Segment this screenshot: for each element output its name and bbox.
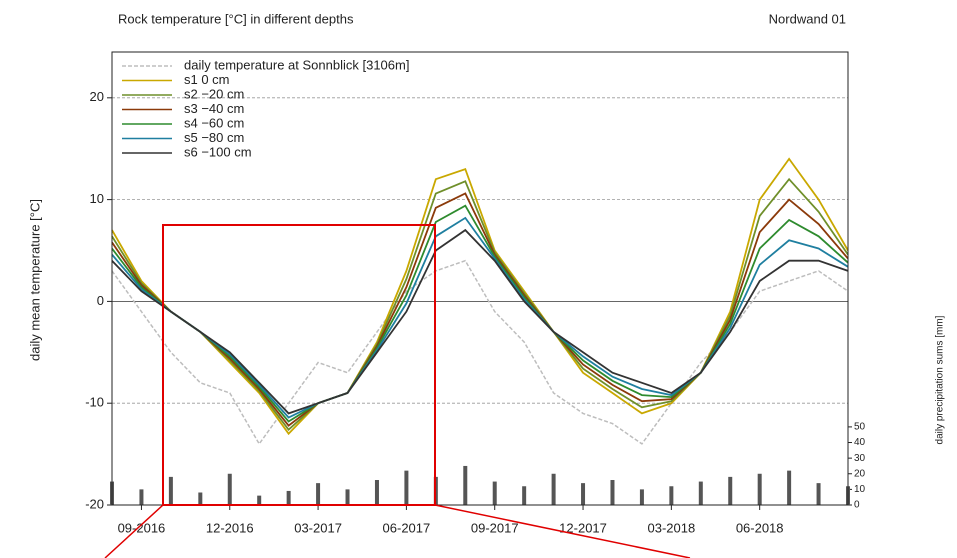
precipitation-bar bbox=[404, 470, 409, 505]
precipitation-bar bbox=[698, 481, 703, 505]
precipitation-bar bbox=[639, 489, 644, 505]
precipitation-bar bbox=[198, 492, 203, 505]
temperature-line bbox=[111, 177, 849, 432]
precipitation-bar bbox=[522, 486, 527, 505]
temperature-line bbox=[111, 157, 849, 436]
legend-label: s5 −80 cm bbox=[184, 130, 244, 145]
precipitation-bar bbox=[227, 473, 232, 505]
y2-axis-label: daily precipitation sums [mm] bbox=[935, 315, 946, 444]
y-axis-label: daily mean temperature [°C] bbox=[27, 199, 42, 361]
legend-label: daily temperature at Sonnblick [3106m] bbox=[184, 57, 409, 72]
precipitation-bar bbox=[374, 480, 379, 505]
y-tick-label: 10 bbox=[90, 191, 104, 206]
precipitation-bar bbox=[787, 470, 792, 505]
y2-tick-label: 30 bbox=[854, 453, 866, 464]
precipitation-bar bbox=[492, 481, 497, 505]
y-tick-label: 0 bbox=[97, 293, 104, 308]
y2-tick-label: 10 bbox=[854, 484, 866, 495]
x-tick-label: 09-2016 bbox=[118, 520, 166, 535]
y-tick-label: -10 bbox=[85, 395, 104, 410]
precipitation-bar bbox=[345, 489, 350, 505]
legend-label: s3 −40 cm bbox=[184, 101, 244, 116]
legend-label: s6 −100 cm bbox=[184, 144, 252, 159]
x-tick-label: 09-2017 bbox=[471, 520, 519, 535]
y2-tick-label: 50 bbox=[854, 422, 866, 433]
y2-tick-label: 40 bbox=[854, 437, 866, 448]
precipitation-bar bbox=[669, 486, 674, 505]
zoom-line bbox=[104, 504, 164, 558]
y-tick-label: -20 bbox=[85, 496, 104, 511]
x-tick-label: 06-2017 bbox=[383, 520, 431, 535]
legend-label: s4 −60 cm bbox=[184, 115, 244, 130]
zoom-line bbox=[434, 504, 691, 558]
y2-tick-label: 20 bbox=[854, 468, 866, 479]
precipitation-bar bbox=[757, 473, 762, 505]
precipitation-bar bbox=[610, 480, 615, 505]
precipitation-bar bbox=[463, 465, 468, 505]
plot: -20 -10 0 10 20 0 10 20 30 40 50 09-2016 12-2016 03-2… bbox=[85, 57, 865, 535]
highlight-box bbox=[162, 224, 436, 506]
y2-tick-label: 0 bbox=[854, 500, 860, 511]
precipitation-bar bbox=[139, 489, 144, 505]
x-tick-label: 12-2016 bbox=[206, 520, 254, 535]
x-tick-label: 06-2018 bbox=[736, 520, 784, 535]
legend-label: s2 −20 cm bbox=[184, 86, 244, 101]
chart-title: Rock temperature [°C] in different depth… bbox=[118, 11, 354, 26]
precipitation-bar bbox=[581, 483, 586, 505]
chart-subtitle: Nordwand 01 bbox=[769, 11, 846, 26]
precipitation-bar bbox=[728, 476, 733, 505]
x-tick-label: 03-2018 bbox=[648, 520, 696, 535]
precipitation-bar bbox=[168, 476, 173, 505]
x-tick-label: 03-2017 bbox=[294, 520, 342, 535]
precipitation-bar bbox=[316, 483, 321, 505]
legend-label: s1 0 cm bbox=[184, 72, 230, 87]
plot-frame bbox=[111, 51, 849, 506]
precipitation-bar bbox=[257, 495, 262, 505]
x-tick-label: 12-2017 bbox=[559, 520, 607, 535]
temperature-line bbox=[111, 192, 849, 427]
y-tick-label: 20 bbox=[90, 89, 104, 104]
precipitation-bar bbox=[816, 483, 821, 505]
precipitation-bar bbox=[286, 490, 291, 505]
temperature-line bbox=[111, 204, 849, 423]
temperature-line bbox=[111, 228, 849, 415]
temperature-line bbox=[111, 216, 849, 419]
precipitation-bar bbox=[551, 473, 556, 505]
